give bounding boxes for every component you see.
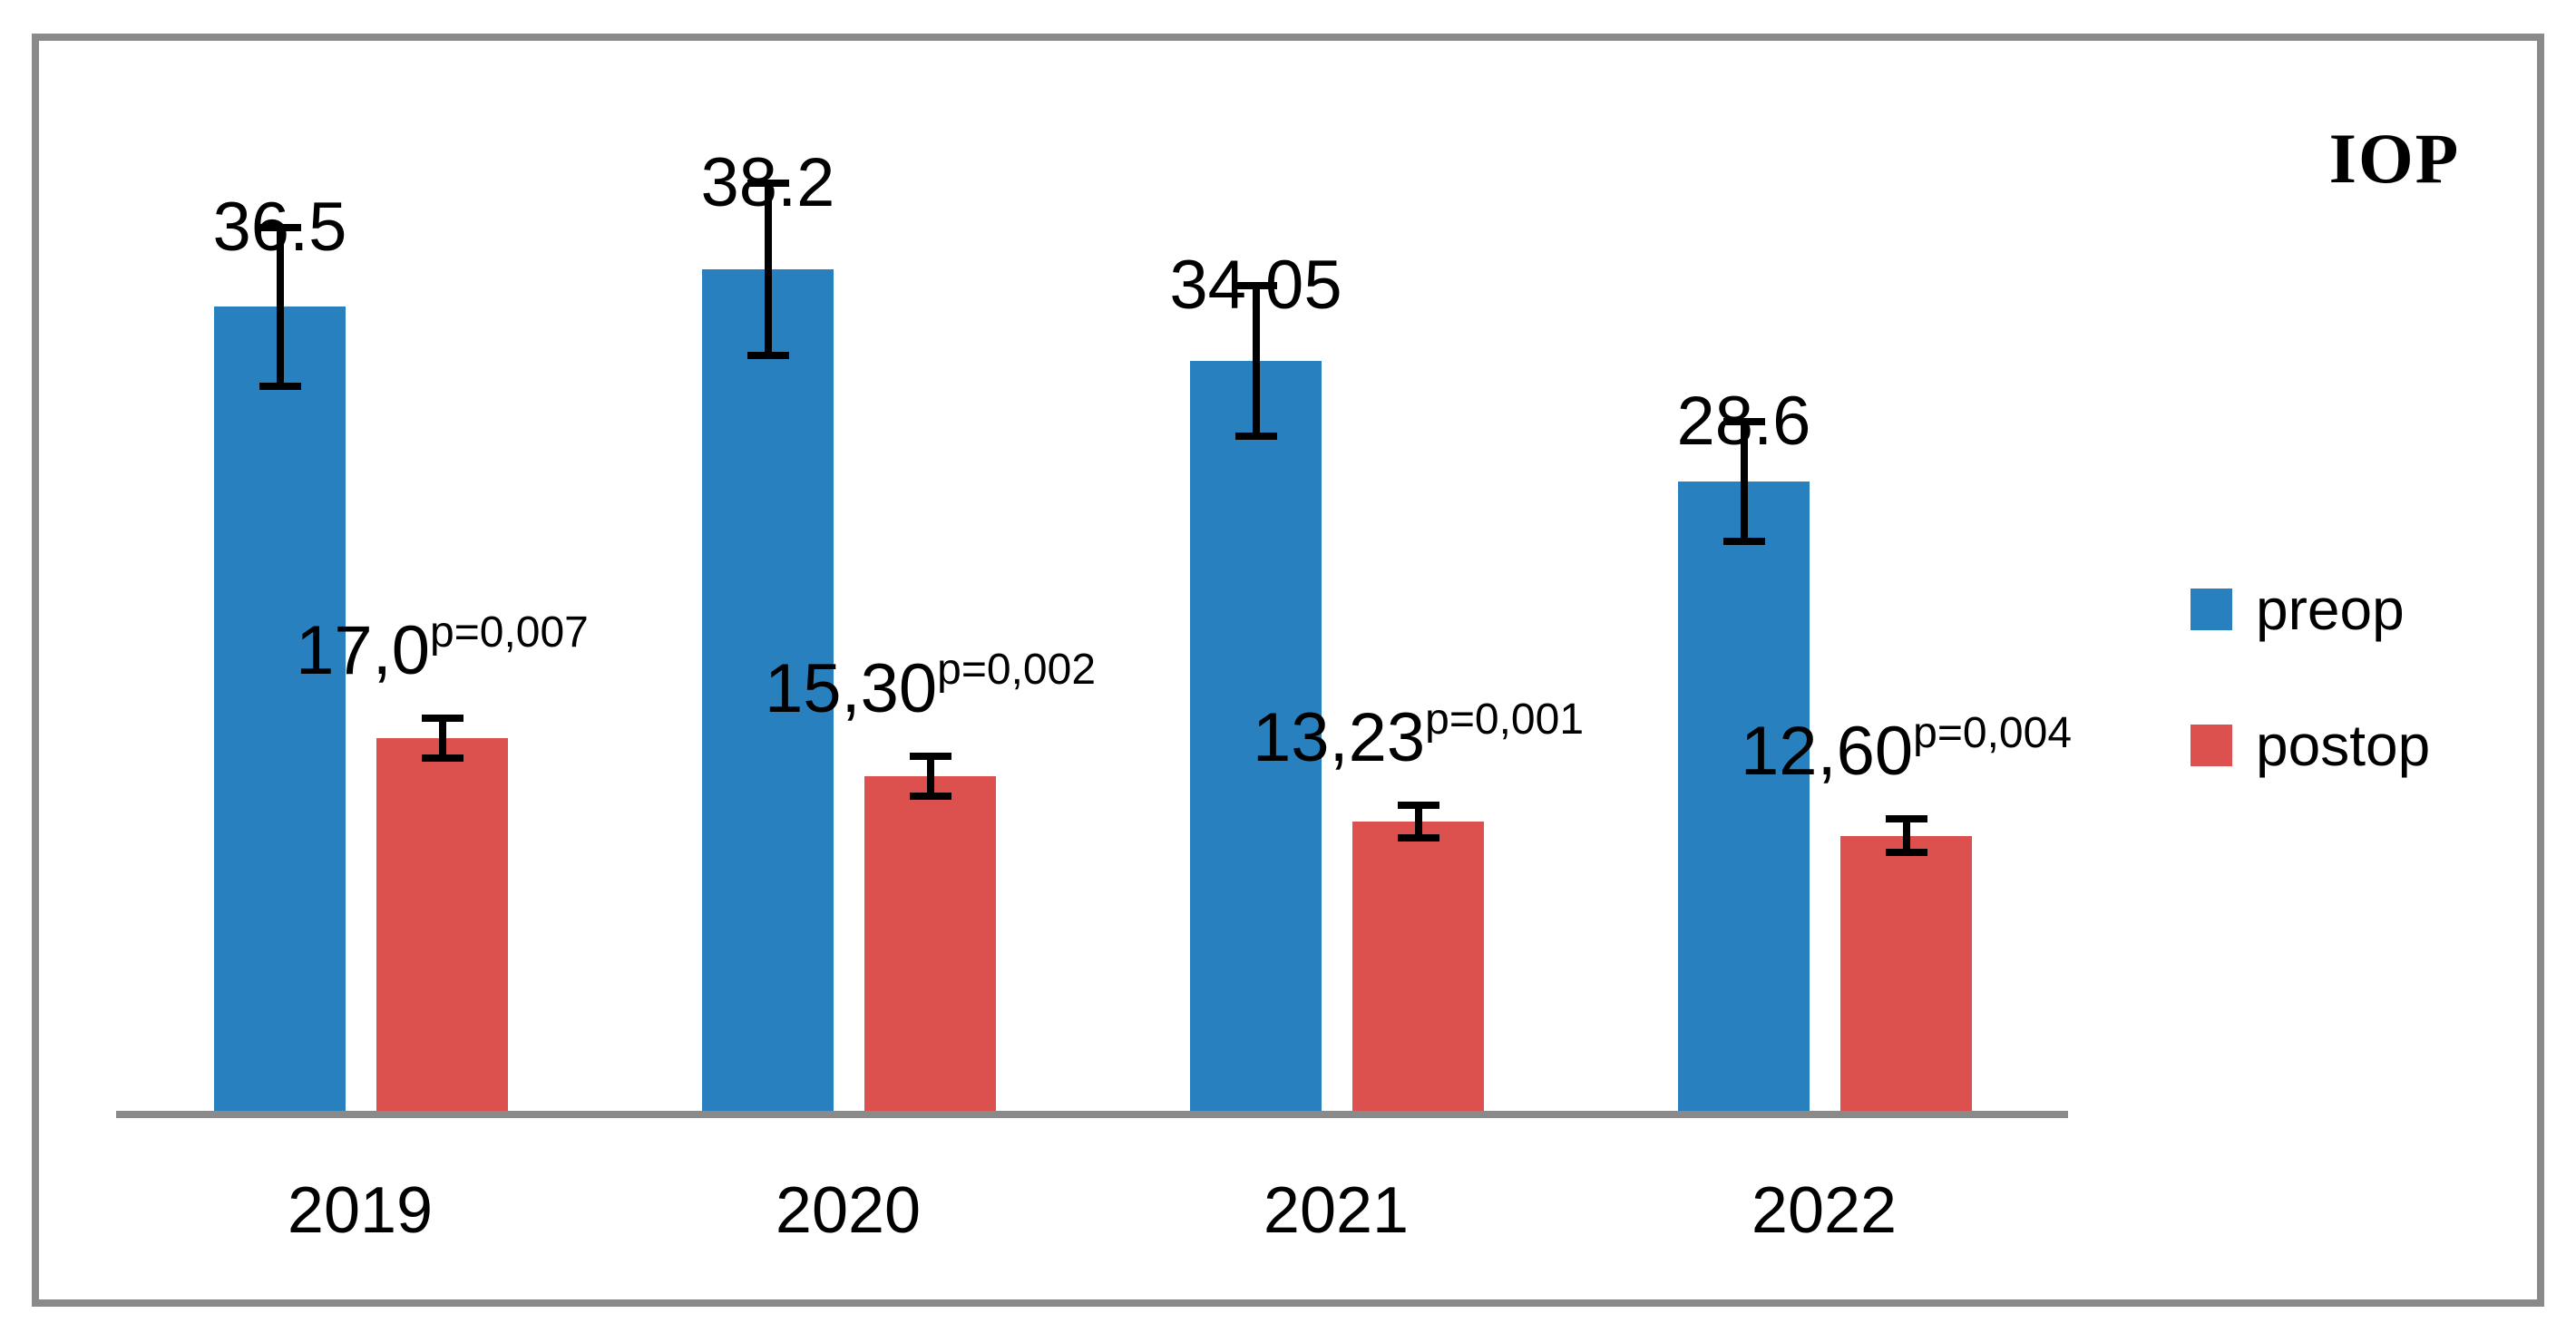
legend-item-postop: postop: [2191, 716, 2430, 774]
legend-item-preop: preop: [2191, 580, 2405, 638]
error-bar-postop-2019: [438, 718, 446, 759]
error-bar-postop-2021: [1414, 804, 1422, 839]
error-bar-cap-top-postop-2022: [1885, 815, 1927, 823]
error-bar-cap-bottom-postop-2019: [421, 754, 463, 763]
bar-preop-2019: [214, 306, 346, 1113]
value-label-preop-2020: 38.2: [496, 143, 1040, 221]
value-label-preop-2019: 36.5: [8, 188, 552, 266]
error-bar-postop-2020: [926, 755, 934, 796]
error-bar-cap-bottom-preop-2019: [259, 383, 301, 391]
error-bar-cap-bottom-preop-2022: [1722, 538, 1765, 546]
p-value-superscript: p=0,004: [1913, 708, 2073, 757]
value-label-postop-2019: 17,0p=0,007: [171, 610, 715, 690]
value-label-text: 17,0: [296, 612, 431, 690]
value-label-postop-2022: 12,60p=0,004: [1634, 711, 2179, 791]
error-bar-preop-2019: [276, 227, 284, 387]
x-axis-label-2019: 2019: [287, 1174, 434, 1247]
error-bar-cap-top-postop-2020: [909, 752, 951, 760]
error-bar-cap-bottom-postop-2022: [1885, 848, 1927, 856]
value-label-postop-2021: 13,23p=0,001: [1147, 697, 1691, 776]
legend-swatch-preop-icon: [2191, 589, 2232, 630]
legend-label-preop: preop: [2256, 577, 2405, 642]
x-axis-label-2022: 2022: [1751, 1174, 1898, 1247]
error-bar-cap-top-preop-2019: [259, 223, 301, 231]
error-bar-cap-top-preop-2021: [1234, 282, 1277, 290]
value-label-text: 12,60: [1740, 713, 1914, 791]
error-bar-cap-top-postop-2021: [1397, 801, 1439, 809]
value-label-text: 28.6: [1676, 383, 1811, 461]
p-value-superscript: p=0,002: [937, 646, 1097, 695]
error-bar-cap-bottom-postop-2020: [909, 792, 951, 800]
error-bar-preop-2021: [1252, 286, 1260, 437]
value-label-preop-2022: 28.6: [1472, 385, 2016, 458]
value-label-text: 15,30: [764, 649, 938, 727]
value-label-text: 38.2: [700, 143, 835, 221]
bar-preop-2021: [1190, 361, 1322, 1113]
error-bar-cap-bottom-preop-2021: [1234, 433, 1277, 441]
legend-label-postop: postop: [2256, 713, 2431, 778]
bar-preop-2020: [702, 268, 834, 1113]
bar-postop-2022: [1840, 835, 1972, 1113]
error-bar-preop-2020: [764, 182, 772, 356]
error-bar-cap-top-preop-2022: [1722, 418, 1765, 426]
value-label-text: 13,23: [1252, 698, 1426, 776]
value-label-postop-2020: 15,30p=0,002: [659, 648, 1203, 727]
value-label-text: 36.5: [212, 188, 347, 266]
x-axis-line: [116, 1111, 2068, 1118]
value-label-preop-2021: 34.05: [984, 249, 1528, 322]
value-label-text: 34.05: [1169, 247, 1342, 325]
chart-title: IOP: [2328, 119, 2461, 198]
error-bar-cap-bottom-preop-2020: [746, 352, 789, 360]
error-bar-postop-2022: [1902, 819, 1910, 852]
error-bar-cap-top-postop-2019: [421, 715, 463, 723]
bar-postop-2021: [1352, 822, 1484, 1113]
bar-postop-2020: [864, 775, 996, 1113]
p-value-superscript: p=0,001: [1425, 695, 1585, 744]
x-axis-label-2020: 2020: [775, 1174, 922, 1247]
error-bar-cap-top-preop-2020: [746, 179, 789, 187]
legend-swatch-postop-icon: [2191, 725, 2232, 766]
x-axis-label-2021: 2021: [1263, 1174, 1410, 1247]
error-bar-preop-2022: [1740, 422, 1748, 542]
error-bar-cap-bottom-postop-2021: [1397, 834, 1439, 842]
bar-preop-2022: [1678, 482, 1810, 1113]
bar-postop-2019: [376, 738, 508, 1113]
p-value-superscript: p=0,007: [430, 608, 589, 657]
